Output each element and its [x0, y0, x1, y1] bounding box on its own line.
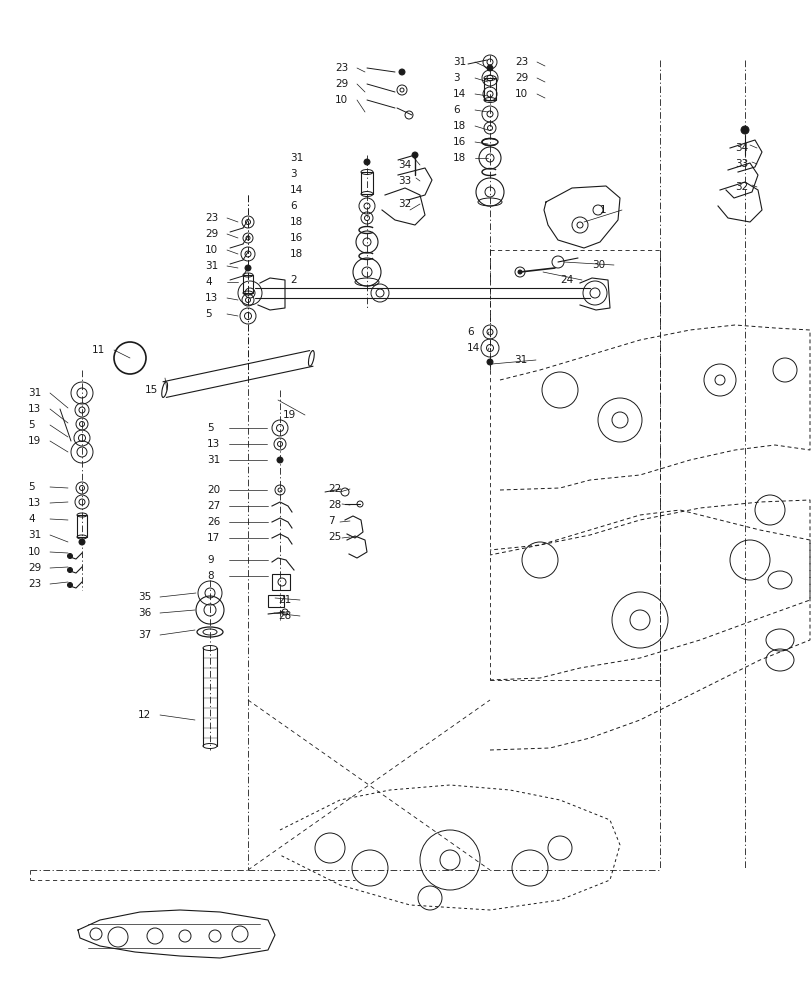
Text: 22: 22 [328, 484, 341, 494]
Circle shape [411, 152, 418, 158]
Text: 12: 12 [138, 710, 151, 720]
Text: 18: 18 [290, 217, 303, 227]
Text: 8: 8 [207, 571, 213, 581]
Text: 29: 29 [204, 229, 218, 239]
Text: 26: 26 [207, 517, 220, 527]
Text: 6: 6 [453, 105, 459, 115]
Text: 34: 34 [397, 160, 410, 170]
Bar [272, 574, 290, 590]
Circle shape [277, 457, 283, 463]
Text: 31: 31 [453, 57, 466, 67]
Circle shape [487, 359, 492, 365]
Circle shape [67, 554, 72, 558]
Text: 14: 14 [466, 343, 479, 353]
Text: 32: 32 [734, 182, 747, 192]
Text: 23: 23 [514, 57, 528, 67]
Bar [361, 172, 372, 194]
Text: 34: 34 [734, 143, 747, 153]
Text: 31: 31 [28, 530, 41, 540]
Text: 10: 10 [335, 95, 348, 105]
Text: 31: 31 [28, 388, 41, 398]
Text: 5: 5 [204, 309, 212, 319]
Text: 20: 20 [207, 485, 220, 495]
Text: 19: 19 [28, 436, 41, 446]
Text: 31: 31 [204, 261, 218, 271]
Text: 37: 37 [138, 630, 151, 640]
Text: 10: 10 [514, 89, 527, 99]
Bar [242, 275, 253, 293]
Text: 31: 31 [207, 455, 220, 465]
Text: 35: 35 [138, 592, 151, 602]
Text: 13: 13 [204, 293, 218, 303]
Text: 11: 11 [92, 345, 105, 355]
Text: 14: 14 [290, 185, 303, 195]
Text: 10: 10 [28, 547, 41, 557]
Text: 4: 4 [28, 514, 35, 524]
Bar [268, 595, 284, 607]
Text: 2: 2 [290, 275, 296, 285]
Text: 9: 9 [207, 555, 213, 565]
Text: 25: 25 [328, 532, 341, 542]
Circle shape [517, 270, 521, 274]
Text: 36: 36 [138, 608, 151, 618]
Text: 10: 10 [204, 245, 218, 255]
Text: 31: 31 [513, 355, 526, 365]
Text: 4: 4 [204, 277, 212, 287]
Text: 32: 32 [397, 199, 410, 209]
Text: 23: 23 [28, 579, 41, 589]
Text: 1: 1 [599, 205, 606, 215]
Text: 3: 3 [453, 73, 459, 83]
Text: 24: 24 [560, 275, 573, 285]
Text: 5: 5 [28, 482, 35, 492]
Text: 28: 28 [328, 500, 341, 510]
Circle shape [67, 568, 72, 572]
Text: 18: 18 [453, 121, 466, 131]
Text: 13: 13 [28, 498, 41, 508]
Text: 29: 29 [335, 79, 348, 89]
Circle shape [245, 265, 251, 271]
Bar [483, 78, 496, 100]
Text: 6: 6 [466, 327, 473, 337]
Text: 27: 27 [207, 501, 220, 511]
Text: 5: 5 [28, 420, 35, 430]
Text: 13: 13 [207, 439, 220, 449]
Text: 14: 14 [453, 89, 466, 99]
Circle shape [487, 65, 492, 71]
Circle shape [363, 159, 370, 165]
Text: 30: 30 [591, 260, 604, 270]
Text: 33: 33 [734, 159, 747, 169]
Text: 29: 29 [514, 73, 528, 83]
Text: 18: 18 [453, 153, 466, 163]
Circle shape [398, 69, 405, 75]
Text: 16: 16 [290, 233, 303, 243]
Text: 7: 7 [328, 516, 334, 526]
Text: 18: 18 [290, 249, 303, 259]
Text: 33: 33 [397, 176, 410, 186]
Circle shape [79, 539, 85, 545]
Bar [77, 515, 87, 537]
Text: 29: 29 [28, 563, 41, 573]
Text: 13: 13 [28, 404, 41, 414]
Text: 21: 21 [277, 595, 291, 605]
Text: 19: 19 [283, 410, 296, 420]
Text: 23: 23 [335, 63, 348, 73]
Circle shape [67, 582, 72, 587]
Text: 31: 31 [290, 153, 303, 163]
Text: 17: 17 [207, 533, 220, 543]
Text: 6: 6 [290, 201, 296, 211]
Text: 3: 3 [290, 169, 296, 179]
Text: 15: 15 [145, 385, 158, 395]
Text: 23: 23 [204, 213, 218, 223]
Text: 5: 5 [207, 423, 213, 433]
Circle shape [740, 126, 748, 134]
Text: 16: 16 [453, 137, 466, 147]
Text: 28: 28 [277, 611, 291, 621]
